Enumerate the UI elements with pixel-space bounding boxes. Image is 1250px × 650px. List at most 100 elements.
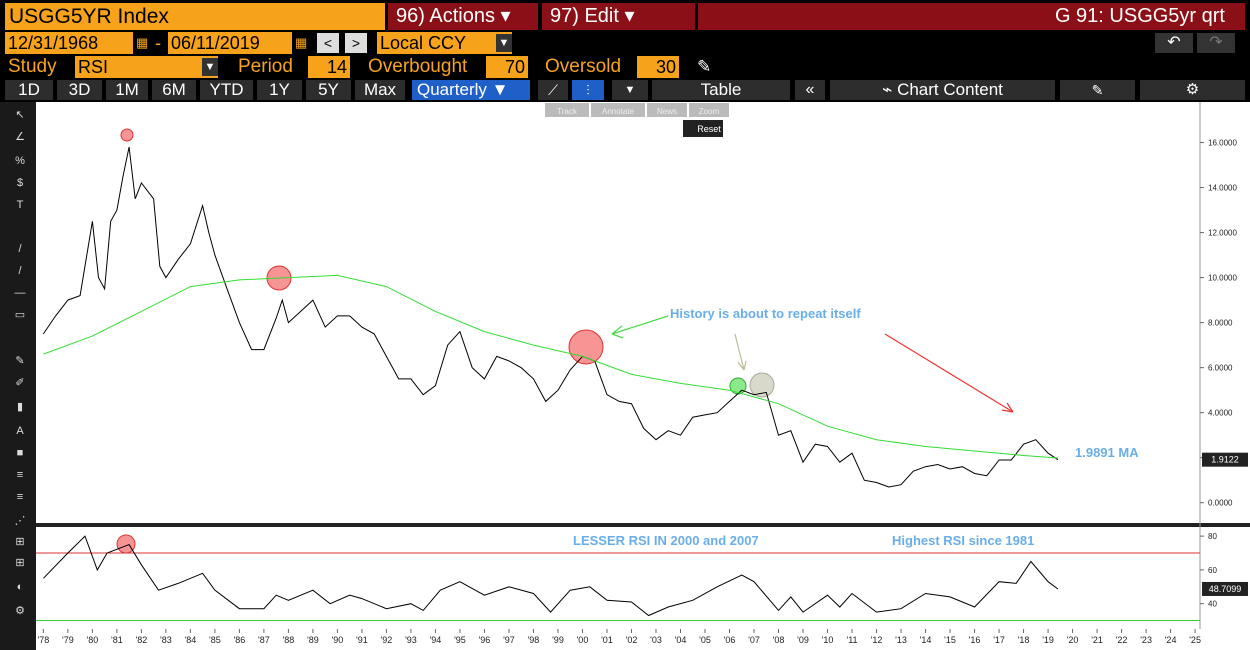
arrow (611, 315, 669, 339)
frequency-select[interactable]: Quarterly ▼ (412, 80, 530, 100)
calendar-icon[interactable]: ▦ (136, 35, 149, 50)
tool-icon[interactable]: ✎ (15, 355, 24, 367)
tool-icon[interactable]: / (18, 265, 22, 277)
end-date[interactable]: 06/11/2019 (168, 32, 292, 54)
period-value[interactable]: 14 (308, 56, 350, 78)
undo-button[interactable]: ↶ (1155, 33, 1193, 53)
redo-button[interactable]: ↷ (1197, 33, 1235, 53)
overbought-value[interactable]: 70 (486, 56, 528, 78)
currency[interactable]: Local CCY ▼ (377, 32, 512, 54)
rsi-panel (36, 527, 1200, 629)
collapse-button[interactable]: « (795, 80, 825, 100)
tool-icon[interactable]: ✐ (15, 377, 24, 389)
range-button[interactable]: 1M (106, 80, 148, 100)
tool-icon[interactable]: ▭ (15, 309, 25, 321)
x-tick-label: '12 (871, 635, 883, 645)
x-tick-label: '24 (1165, 635, 1177, 645)
x-tick-label: '18 (1018, 635, 1030, 645)
tool-icon[interactable]: ◐ (17, 581, 24, 593)
x-tick-label: '95 (454, 635, 466, 645)
x-tick-label: '90 (332, 635, 344, 645)
tool-icon[interactable]: ↖ (15, 109, 24, 121)
tool-icon[interactable]: ≡ (17, 491, 23, 503)
x-tick-label: '23 (1140, 635, 1152, 645)
x-tick-label: '17 (993, 635, 1005, 645)
chart-type-menu[interactable]: ▼ (612, 80, 648, 100)
edit-label: 97) Edit (550, 5, 619, 27)
tool-icon[interactable]: A (16, 425, 24, 437)
ticker[interactable]: USGG5YR Index (5, 3, 385, 30)
tool-icon[interactable]: ⊞ (15, 536, 24, 548)
x-tick-label: '02 (626, 635, 638, 645)
x-tick-label: '14 (920, 635, 932, 645)
x-tick-label: '08 (773, 635, 785, 645)
range-button[interactable]: YTD (200, 80, 253, 100)
pencil-icon[interactable]: ✎ (697, 57, 712, 76)
bar-chart-button[interactable]: ⫶ (572, 80, 604, 100)
edit-chart-button[interactable]: ✎ (1060, 80, 1135, 100)
table-button[interactable]: Table (652, 80, 790, 100)
range-button[interactable]: 1D (5, 80, 53, 100)
tool-icon[interactable]: ⋰ (15, 515, 26, 527)
range-button[interactable]: 1Y (257, 80, 302, 100)
panel-divider (36, 523, 1250, 527)
x-tick-label: '89 (307, 635, 319, 645)
tool-icon[interactable]: % (15, 155, 25, 167)
tool-icon[interactable]: $ (17, 177, 23, 189)
range-button[interactable]: 3D (57, 80, 102, 100)
chart-tool-button[interactable] (545, 103, 589, 117)
prev-button[interactable]: < (317, 33, 339, 53)
last-value-label: 1.9122 (1211, 455, 1239, 465)
start-date[interactable]: 12/31/1968 (5, 32, 133, 54)
tool-icon[interactable]: ⚙ (15, 605, 25, 617)
calendar-icon[interactable]: ▦ (295, 35, 308, 50)
window-title: G 91: USGG5yr qrt (698, 3, 1245, 30)
tool-icon[interactable]: — (15, 287, 26, 299)
range-button[interactable]: 5Y (306, 80, 351, 100)
tool-icon[interactable]: ⊞ (15, 557, 24, 569)
x-tick-label: '80 (86, 635, 98, 645)
reset-button[interactable] (683, 120, 723, 137)
side-toolbar (0, 102, 36, 650)
chart-tool-label: News (657, 107, 677, 116)
tool-icon[interactable]: ■ (17, 447, 24, 459)
x-tick-label: '06 (724, 635, 736, 645)
tool-icon[interactable]: T (17, 199, 24, 211)
x-tick-label: '25 (1189, 635, 1201, 645)
x-tick-label: '20 (1067, 635, 1079, 645)
price-panel (36, 102, 1200, 523)
actions-menu[interactable]: 96) Actions ▾ (388, 3, 538, 30)
x-tick-label: '96 (479, 635, 491, 645)
y-tick-label: 16.0000 (1208, 139, 1237, 148)
study-name[interactable]: RSI ▼ (75, 56, 218, 78)
chart-tool-button[interactable] (689, 103, 729, 117)
chart-tool-button[interactable] (591, 103, 645, 117)
settings-button[interactable]: ⚙ (1140, 80, 1245, 100)
chart-tools: Track Annotate News Zoom Reset (545, 103, 729, 137)
tool-icon[interactable]: ▮ (17, 401, 23, 413)
line-chart-button[interactable]: ⟋ (538, 80, 568, 100)
oversold-value[interactable]: 30 (637, 56, 679, 78)
last-value-tag (1202, 452, 1248, 467)
chart-tool-label: Zoom (699, 107, 720, 116)
series-line (43, 535, 1059, 617)
actions-label: 96) Actions (396, 5, 495, 27)
tool-icon[interactable]: ≡ (17, 469, 23, 481)
x-tick-label: '15 (944, 635, 956, 645)
x-tick-label: '84 (185, 635, 197, 645)
chart-tool-button[interactable] (647, 103, 687, 117)
range-button[interactable]: Max (355, 80, 405, 100)
x-tick-label: '03 (650, 635, 662, 645)
range-button[interactable]: 6M (152, 80, 196, 100)
next-button[interactable]: > (345, 33, 367, 53)
edit-menu[interactable]: 97) Edit ▾ (542, 3, 695, 30)
x-tick-label: '86 (234, 635, 246, 645)
chart-content-button[interactable]: ⌁ Chart Content (830, 80, 1055, 100)
last-value-label: 48.7099 (1209, 584, 1242, 594)
arrow (884, 333, 1014, 413)
tool-icon[interactable]: / (18, 243, 22, 255)
tool-icon[interactable]: ∠ (15, 131, 25, 143)
highlight (568, 329, 604, 365)
x-tick-label: '07 (748, 635, 760, 645)
